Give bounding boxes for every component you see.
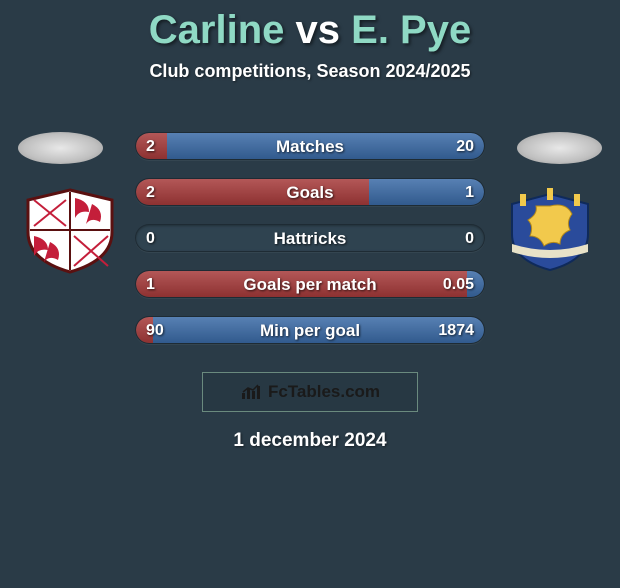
page-title: Carline vs E. Pye — [0, 8, 620, 53]
brand-box[interactable]: FcTables.com — [202, 372, 418, 412]
stat-row: 10.05Goals per match — [135, 270, 485, 298]
stat-label: Matches — [136, 133, 484, 160]
player2-crest — [500, 186, 600, 274]
vs-label: vs — [296, 8, 341, 52]
date-label: 1 december 2024 — [0, 430, 620, 452]
stat-row: 21Goals — [135, 178, 485, 206]
stat-row: 220Matches — [135, 132, 485, 160]
brand-text: FcTables.com — [268, 382, 380, 402]
stat-label: Min per goal — [136, 317, 484, 344]
subtitle: Club competitions, Season 2024/2025 — [0, 61, 620, 82]
stat-row: 00Hattricks — [135, 224, 485, 252]
player1-name: Carline — [149, 8, 285, 52]
player2-badge-ellipse — [517, 132, 602, 164]
stat-label: Hattricks — [136, 225, 484, 252]
brand-chart-icon — [240, 383, 262, 401]
player1-badge-ellipse — [18, 132, 103, 164]
stat-row: 901874Min per goal — [135, 316, 485, 344]
player1-crest — [20, 186, 120, 274]
stat-label: Goals — [136, 179, 484, 206]
stat-label: Goals per match — [136, 271, 484, 298]
stats-comparison: 220Matches 21Goals 00Hattricks 10.05Goals p… — [135, 132, 485, 362]
player2-name: E. Pye — [351, 8, 471, 52]
